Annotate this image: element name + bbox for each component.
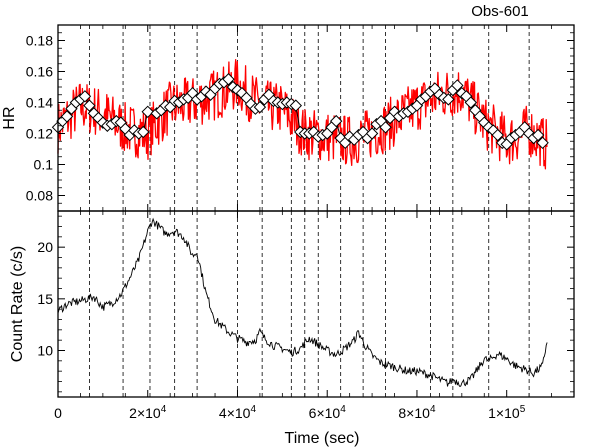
count-rate-ticks: 10 15 20 0 2×104 4×104 6×104 8×104 1×105 xyxy=(37,211,574,421)
count-rate-ytick-label: 15 xyxy=(37,291,53,307)
hr-diamond-marker xyxy=(531,128,545,142)
hr-diamond-marker xyxy=(83,99,96,112)
hr-ytick-label: 0.14 xyxy=(26,95,53,111)
time-xtick-label: 8×104 xyxy=(398,404,436,421)
hr-diamond-marker xyxy=(289,99,303,112)
hr-ytick-label: 0.08 xyxy=(26,188,53,204)
hr-diamond-marker xyxy=(329,114,343,128)
count-rate-ytick-label: 10 xyxy=(37,343,53,359)
count-rate-ytick-label: 20 xyxy=(37,239,53,255)
count-rate-ylabel: Count Rate (c/s) xyxy=(9,246,26,362)
hr-diamond-marker xyxy=(222,73,235,86)
time-xtick-label: 6×104 xyxy=(309,404,347,421)
hr-diamond-marker xyxy=(365,127,379,140)
hr-ytick-label: 0.1 xyxy=(34,157,54,173)
hr-ylabel: HR xyxy=(1,106,18,129)
count-rate-line xyxy=(57,217,548,388)
hr-diamond-marker xyxy=(536,136,549,150)
time-xlabel: Time (sec) xyxy=(285,430,360,447)
hr-diamond-marker xyxy=(451,79,464,92)
time-xtick-label: 4×104 xyxy=(219,404,257,421)
time-xtick-label: 0 xyxy=(54,405,62,421)
hr-diamond-marker xyxy=(78,90,92,103)
chart-title: Obs-601 xyxy=(471,3,529,20)
count-rate-series-line xyxy=(57,217,548,388)
hr-diamond-marker xyxy=(60,110,74,123)
count-rate-vlines xyxy=(89,211,530,397)
hr-diamond-marker xyxy=(491,128,504,142)
hr-markers xyxy=(51,73,549,151)
hr-ticks: 0.08 0.1 0.12 0.14 0.16 0.18 xyxy=(26,25,574,211)
hr-panel: 0.08 0.1 0.12 0.14 0.16 0.18 Obs-601 HR xyxy=(1,3,575,212)
hr-ytick-label: 0.12 xyxy=(26,126,53,142)
time-xtick-label: 2×104 xyxy=(129,404,167,421)
hr-red-line xyxy=(57,59,548,170)
hr-diamond-marker xyxy=(141,105,154,119)
hr-diamond-marker xyxy=(253,100,267,114)
count-rate-panel: 10 15 20 0 2×104 4×104 6×104 8×104 1×105 Count R… xyxy=(9,210,575,447)
hr-ytick-label: 0.16 xyxy=(26,64,53,80)
hr-diamond-marker xyxy=(137,125,150,139)
hr-series-line xyxy=(57,59,548,170)
count-rate-frame xyxy=(57,210,575,398)
hr-diamond-marker xyxy=(442,93,455,106)
hr-ytick-label: 0.18 xyxy=(26,33,53,49)
hr-frame xyxy=(57,24,575,212)
hr-diamond-marker xyxy=(464,96,478,109)
hr-diamond-marker xyxy=(379,121,392,134)
time-xtick-label: 1×105 xyxy=(488,404,526,421)
